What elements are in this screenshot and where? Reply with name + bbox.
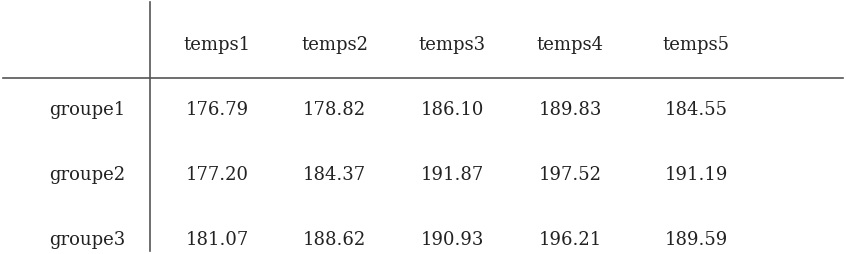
Text: groupe2: groupe2 xyxy=(49,165,125,183)
Text: 196.21: 196.21 xyxy=(538,230,602,248)
Text: groupe3: groupe3 xyxy=(49,230,125,248)
Text: temps3: temps3 xyxy=(419,36,486,54)
Text: 176.79: 176.79 xyxy=(185,101,249,119)
Text: 190.93: 190.93 xyxy=(420,230,484,248)
Text: 181.07: 181.07 xyxy=(185,230,249,248)
Text: 188.62: 188.62 xyxy=(303,230,366,248)
Text: 186.10: 186.10 xyxy=(420,101,484,119)
Text: 177.20: 177.20 xyxy=(185,165,249,183)
Text: 197.52: 197.52 xyxy=(539,165,602,183)
Text: 184.55: 184.55 xyxy=(665,101,728,119)
Text: temps4: temps4 xyxy=(536,36,603,54)
Text: 191.19: 191.19 xyxy=(664,165,728,183)
Text: temps2: temps2 xyxy=(301,36,368,54)
Text: 189.83: 189.83 xyxy=(538,101,602,119)
Text: 178.82: 178.82 xyxy=(303,101,366,119)
Text: groupe1: groupe1 xyxy=(49,101,125,119)
Text: 191.87: 191.87 xyxy=(420,165,484,183)
Text: 189.59: 189.59 xyxy=(664,230,728,248)
Text: temps5: temps5 xyxy=(662,36,729,54)
Text: temps1: temps1 xyxy=(184,36,250,54)
Text: 184.37: 184.37 xyxy=(303,165,366,183)
